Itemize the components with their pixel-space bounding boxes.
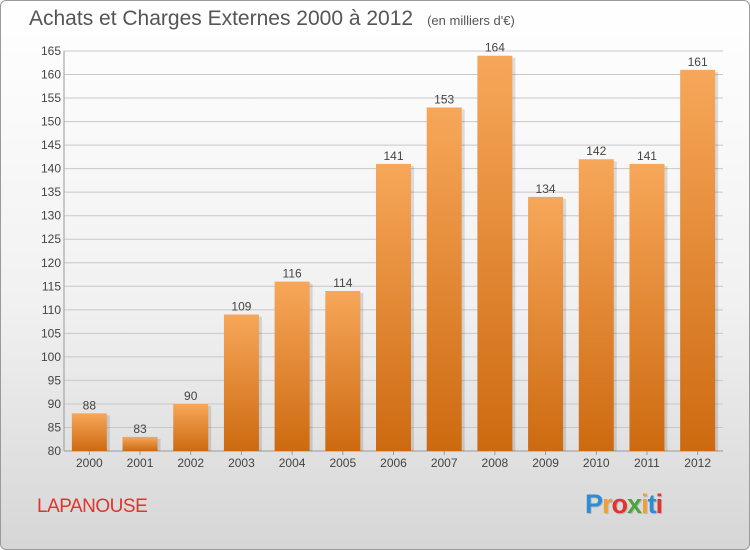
title-text: Achats et Charges Externes 2000 à 2012: [29, 7, 414, 30]
y-tick-label: 135: [41, 185, 61, 199]
logo-letter: x: [627, 489, 642, 519]
proxiti-logo: Proxiti: [585, 489, 663, 520]
x-tick-label: 2002: [177, 456, 204, 470]
logo-letter: r: [602, 489, 612, 519]
y-tick-label: 85: [48, 420, 62, 434]
y-tick-label: 150: [41, 115, 61, 129]
x-tick-label: 2010: [583, 456, 610, 470]
bar: [376, 163, 411, 452]
x-tick-label: 2009: [532, 456, 559, 470]
x-tick-label: 2005: [329, 456, 356, 470]
chart-title: Achats et Charges Externes 2000 à 2012 (e…: [29, 7, 515, 31]
x-tick-label: 2004: [279, 456, 306, 470]
bar: [528, 196, 564, 451]
bar: [426, 107, 462, 452]
y-tick-label: 120: [41, 256, 61, 270]
y-tick-label: 95: [48, 373, 62, 387]
bar: [223, 314, 259, 451]
y-tick-label: 115: [42, 279, 61, 293]
logo-letter: i: [655, 489, 663, 519]
data-label: 90: [184, 389, 198, 403]
y-tick-label: 130: [41, 209, 61, 223]
unit-label: (en milliers d'€): [427, 13, 515, 28]
y-tick-label: 100: [41, 350, 61, 364]
y-tick-label: 105: [41, 326, 61, 340]
bar: [578, 159, 614, 451]
x-tick-label: 2008: [482, 456, 509, 470]
y-tick-label: 80: [48, 444, 62, 458]
data-label: 116: [283, 267, 302, 281]
y-tick-label: 155: [41, 91, 61, 105]
x-tick-label: 2000: [76, 456, 103, 470]
x-tick-label: 2007: [431, 456, 458, 470]
y-tick-label: 145: [41, 138, 61, 152]
data-label: 141: [383, 149, 403, 163]
bar: [629, 163, 665, 452]
y-tick-label: 125: [41, 232, 61, 246]
y-tick-label: 110: [42, 303, 61, 317]
logo-letter: i: [641, 489, 648, 519]
x-tick-label: 2012: [684, 456, 711, 470]
y-tick-label: 160: [41, 68, 61, 82]
logo-letter: o: [611, 489, 628, 519]
bar: [477, 55, 513, 452]
data-label: 142: [586, 144, 606, 158]
y-tick-label: 140: [41, 162, 61, 176]
commune-name: LAPANOUSE: [37, 496, 148, 517]
y-tick-label: 165: [41, 44, 61, 58]
bar: [325, 291, 361, 451]
data-label: 109: [231, 300, 251, 314]
data-label: 114: [333, 276, 352, 290]
data-label: 141: [637, 149, 657, 163]
data-label: 83: [133, 422, 147, 436]
x-tick-label: 2001: [127, 456, 154, 470]
x-tick-label: 2003: [228, 456, 255, 470]
y-tick-label: 90: [48, 397, 62, 411]
data-label: 153: [434, 92, 454, 106]
data-label: 164: [485, 41, 505, 55]
logo-letter: t: [647, 489, 657, 519]
bar: [122, 436, 158, 451]
data-label: 161: [688, 55, 708, 69]
logo-letter: P: [585, 489, 603, 519]
bar: [71, 413, 107, 451]
data-label: 134: [536, 182, 556, 196]
x-tick-label: 2011: [634, 456, 660, 470]
data-label: 88: [83, 398, 97, 412]
bar: [680, 69, 716, 451]
bar: [173, 403, 209, 451]
x-tick-label: 2006: [380, 456, 407, 470]
bar: [274, 281, 310, 451]
